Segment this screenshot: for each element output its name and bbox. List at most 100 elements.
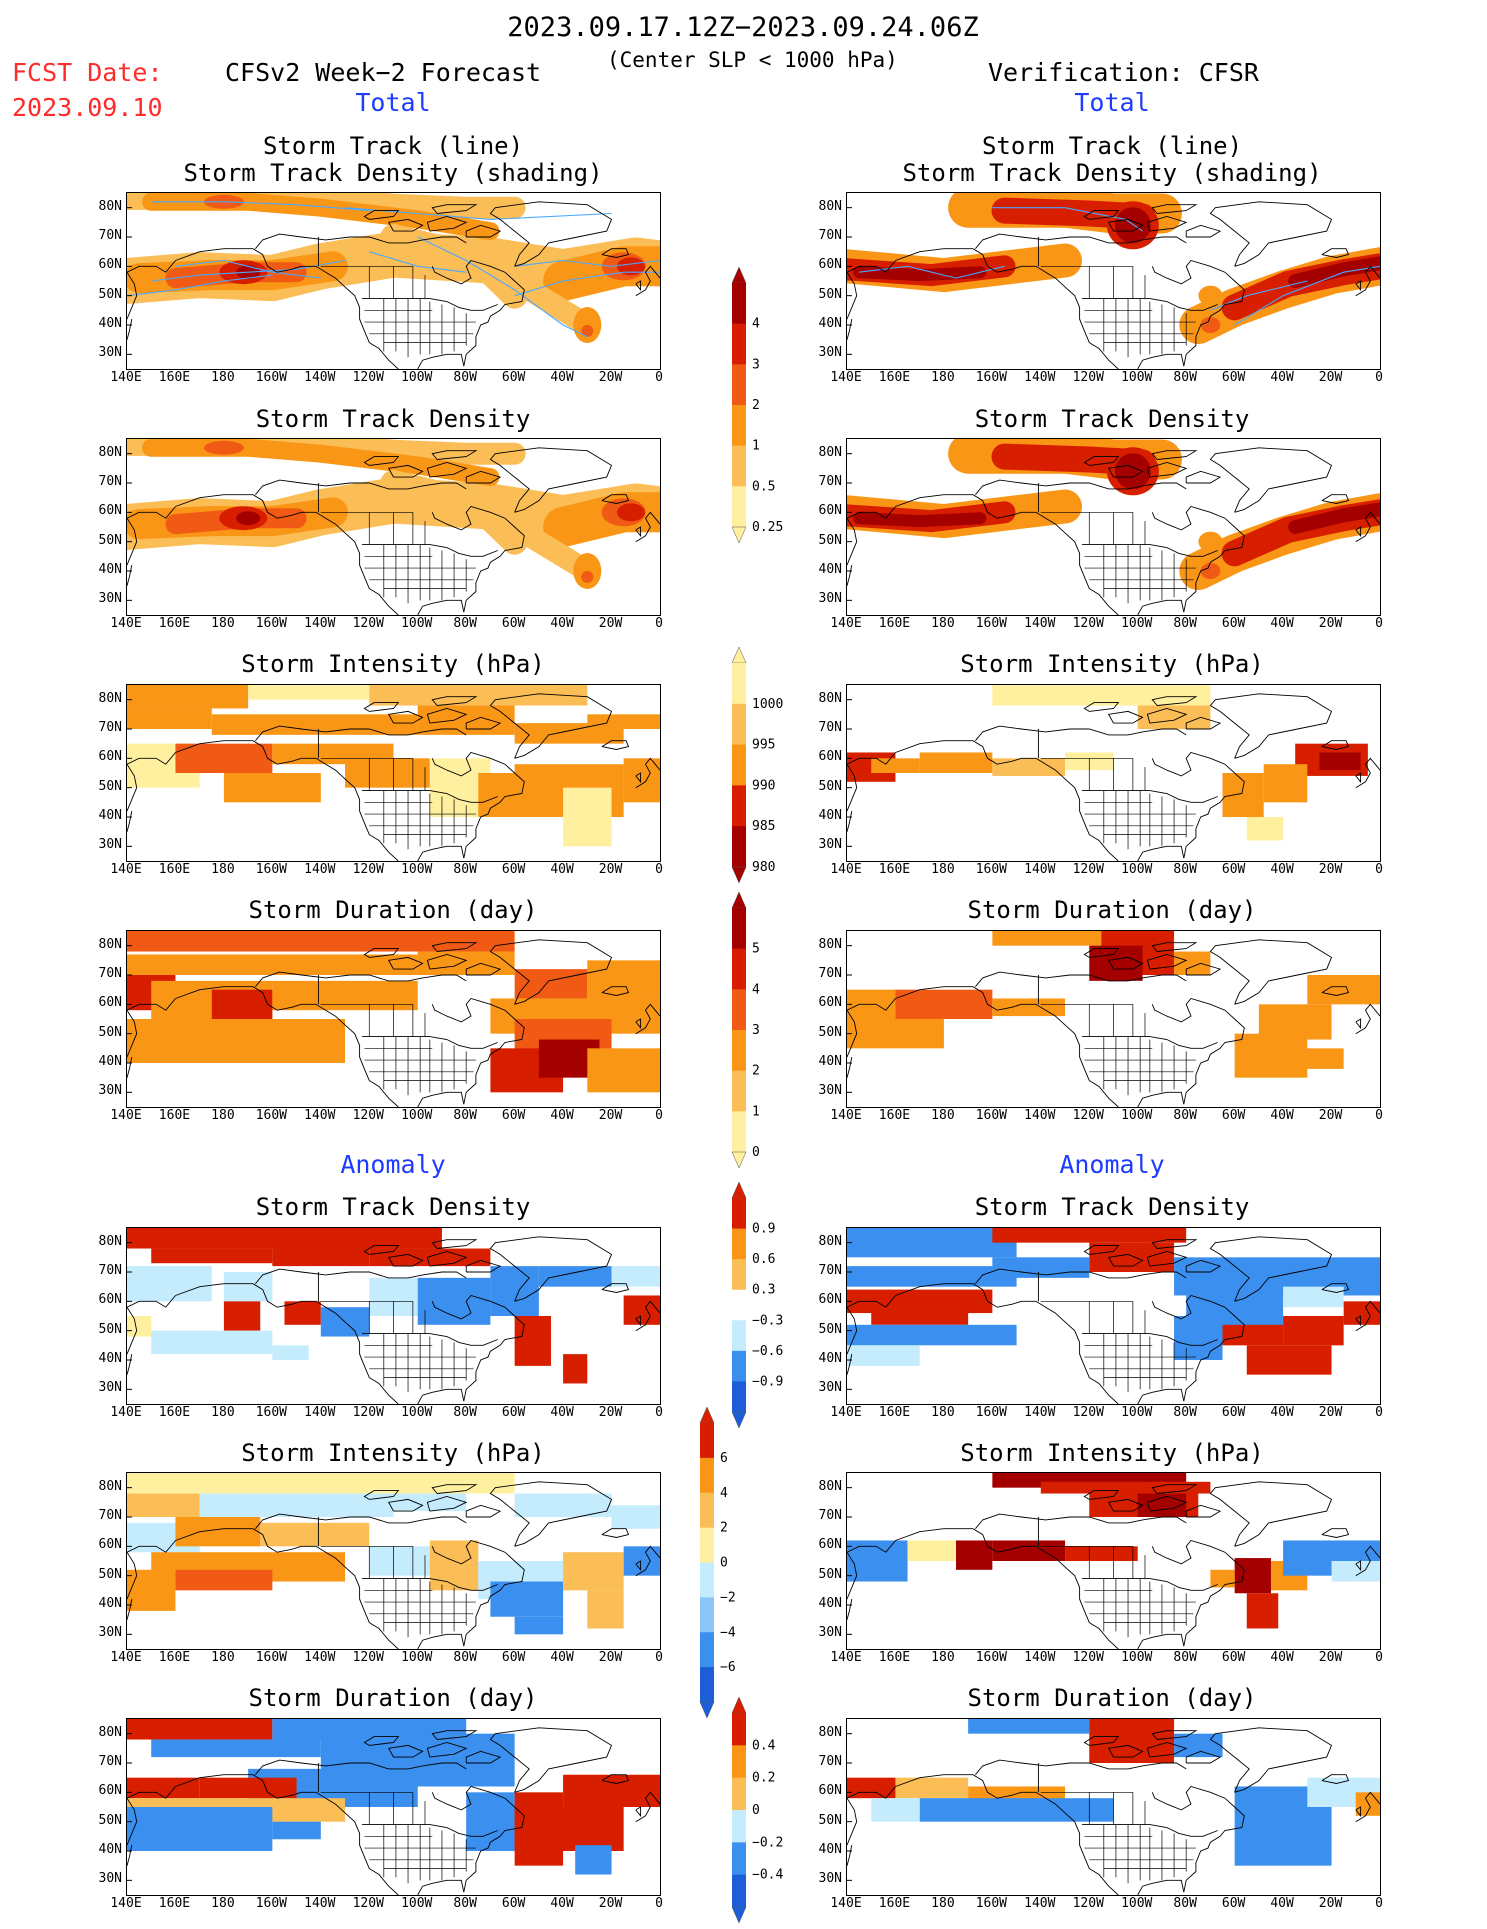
lon-tick-label: 20W [1318, 1405, 1343, 1420]
title-track-shading-right: Storm Track Density (shading) [902, 159, 1322, 187]
lat-tick-label: 30N [98, 837, 122, 853]
lat-tick-label: 60N [98, 1783, 122, 1799]
lon-tick-label: 160W [255, 1405, 288, 1420]
colorbar-label: 985 [752, 819, 775, 834]
lon-tick-label: 60W [501, 1108, 526, 1123]
title-intensity-left: Storm Intensity (hPa) [241, 650, 545, 678]
lon-tick-label: 80W [1173, 1650, 1197, 1665]
colorbar-label: −4 [720, 1625, 736, 1640]
lon-tick-label: 180 [211, 1650, 235, 1665]
lon-tick-label: 140W [304, 1650, 336, 1665]
lat-tick-label: 50N [98, 778, 122, 794]
lon-tick-label: 180 [931, 616, 955, 631]
lon-tick-label: 160E [158, 1650, 191, 1665]
lon-tick-label: 100W [1121, 1650, 1153, 1665]
lat-tick-label: 30N [818, 345, 842, 361]
lat-tick-label: 40N [818, 1596, 842, 1611]
lon-tick-label: 120W [1072, 862, 1104, 877]
lon-tick-label: 100W [1121, 1896, 1153, 1911]
colorbar-label: −0.9 [752, 1374, 783, 1389]
lon-tick-label: 160E [878, 1405, 911, 1420]
lon-tick-label: 0 [655, 862, 663, 877]
lat-tick-label: 60N [98, 995, 122, 1011]
lon-tick-label: 40W [1270, 1108, 1294, 1123]
colorbar-label: −0.2 [752, 1835, 783, 1850]
lat-tick-label: 70N [818, 474, 842, 489]
lon-tick-label: 100W [1121, 1405, 1153, 1420]
lon-tick-label: 0 [1375, 370, 1383, 385]
lon-tick-label: 20W [1318, 1896, 1343, 1911]
lon-tick-label: 140W [1024, 616, 1056, 631]
lon-tick-label: 20W [598, 862, 623, 877]
lat-tick-label: 60N [818, 503, 842, 519]
lon-tick-label: 120W [352, 1405, 384, 1420]
lon-tick-label: 120W [1072, 616, 1104, 631]
colorbar-label: 0.25 [752, 520, 783, 535]
lon-tick-label: 80W [1173, 862, 1197, 877]
lat-tick-label: 70N [98, 1508, 122, 1523]
lon-tick-label: 160E [158, 862, 191, 877]
lat-tick-label: 80N [818, 936, 842, 952]
lat-tick-label: 70N [98, 228, 122, 243]
lat-tick-label: 70N [818, 1508, 842, 1523]
map-fcst-intensity [126, 684, 661, 862]
lon-tick-label: 80W [1173, 1896, 1197, 1911]
lon-tick-label: 160W [255, 616, 288, 631]
colorbar-label: 4 [720, 1486, 728, 1501]
lon-tick-label: 160W [975, 862, 1008, 877]
lat-tick-label: 80N [818, 1233, 842, 1249]
colorbar-label: 2 [720, 1521, 728, 1536]
lat-tick-label: 30N [98, 591, 122, 607]
lon-tick-label: 20W [1318, 370, 1343, 385]
lon-tick-label: 0 [1375, 862, 1383, 877]
lon-tick-label: 0 [655, 1896, 663, 1911]
lon-tick-label: 100W [401, 862, 433, 877]
lon-tick-label: 80W [453, 1896, 477, 1911]
title-duration-left: Storm Duration (day) [248, 896, 538, 924]
lon-tick-label: 140E [110, 862, 142, 877]
lat-tick-label: 40N [818, 562, 842, 577]
lon-tick-label: 120W [1072, 1650, 1104, 1665]
lat-tick-label: 40N [98, 1351, 122, 1366]
lon-tick-label: 160E [158, 1896, 191, 1911]
lon-tick-label: 0 [655, 616, 663, 631]
lon-tick-label: 0 [655, 1108, 663, 1123]
lat-tick-label: 80N [818, 1478, 842, 1494]
lat-tick-label: 70N [818, 228, 842, 243]
lat-tick-label: 60N [98, 503, 122, 519]
lon-tick-label: 160W [255, 862, 288, 877]
lon-tick-label: 80W [453, 1650, 477, 1665]
lon-tick-label: 140E [110, 1108, 142, 1123]
lon-tick-label: 0 [1375, 1650, 1383, 1665]
lon-tick-label: 100W [1121, 1108, 1153, 1123]
colorbar-intensity-total: 1000 995 990 985 980 [722, 645, 817, 889]
lon-tick-label: 100W [1121, 862, 1153, 877]
lon-tick-label: 0 [1375, 1896, 1383, 1911]
colorbar-label: 4 [752, 982, 760, 997]
lon-tick-label: 120W [352, 1896, 384, 1911]
lon-tick-label: 160W [975, 1896, 1008, 1911]
lon-tick-label: 140W [304, 862, 336, 877]
lat-tick-label: 80N [818, 1724, 842, 1740]
colorbar-label: 0.6 [752, 1252, 775, 1267]
lon-tick-label: 140E [110, 1896, 142, 1911]
lon-tick-label: 180 [931, 1108, 955, 1123]
lat-tick-label: 40N [98, 562, 122, 577]
lon-tick-label: 40W [1270, 862, 1294, 877]
colorbar-label: −0.4 [752, 1868, 783, 1883]
lon-tick-label: 160E [878, 370, 911, 385]
lat-tick-label: 40N [818, 1054, 842, 1069]
lon-tick-label: 20W [598, 370, 623, 385]
colorbar-label: 0.4 [752, 1738, 776, 1753]
anomaly-label-left: Anomaly [340, 1150, 446, 1179]
lon-tick-label: 120W [1072, 1108, 1104, 1123]
lon-tick-label: 40W [550, 1896, 574, 1911]
date-range: 2023.09.17.12Z−2023.09.24.06Z [507, 12, 979, 43]
colorbar-label: 0 [752, 1145, 760, 1160]
map-cfsr-track-density [846, 438, 1381, 616]
title-density-right: Storm Track Density [974, 405, 1250, 433]
colorbar-label: 0.2 [752, 1771, 775, 1786]
lat-tick-label: 50N [98, 1566, 122, 1582]
lat-tick-label: 80N [98, 444, 122, 460]
lat-tick-label: 40N [98, 1596, 122, 1611]
